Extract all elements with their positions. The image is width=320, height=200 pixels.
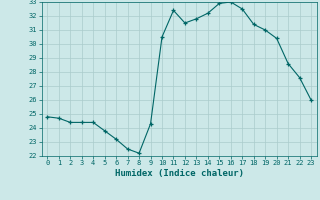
X-axis label: Humidex (Indice chaleur): Humidex (Indice chaleur) — [115, 169, 244, 178]
